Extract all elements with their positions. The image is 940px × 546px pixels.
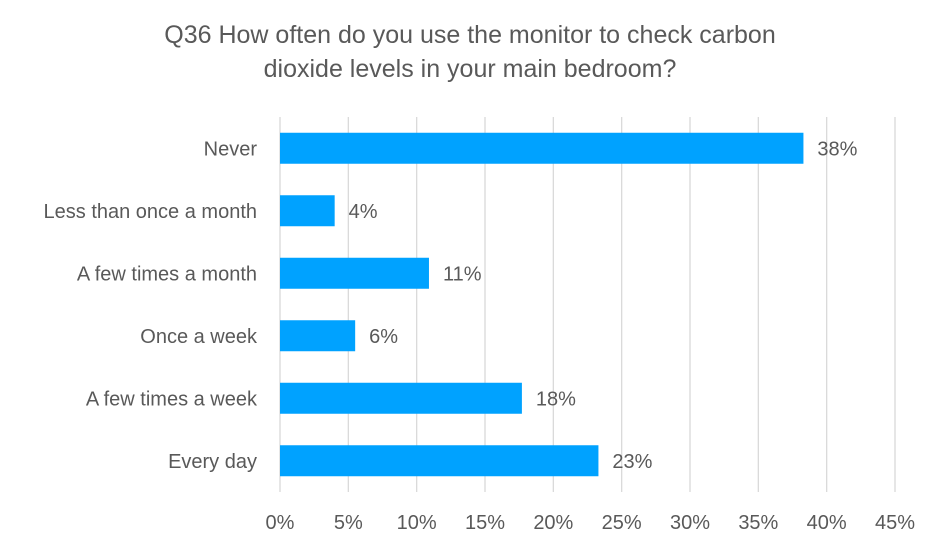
chart-title: Q36 How often do you use the monitor to … — [0, 18, 940, 86]
bar-3 — [280, 320, 356, 352]
bars — [280, 132, 804, 477]
category-label-2: A few times a month — [77, 263, 257, 285]
bar-5 — [280, 445, 599, 477]
data-label-5: 23% — [612, 451, 652, 473]
x-tick-label-15: 15% — [465, 512, 505, 534]
category-label-0: Never — [204, 138, 258, 160]
data-label-0: 38% — [817, 138, 857, 160]
x-tick-label-45: 45% — [875, 512, 915, 534]
bar-2 — [280, 257, 429, 289]
x-tick-label-25: 25% — [602, 512, 642, 534]
data-label-4: 18% — [536, 388, 576, 410]
bar-1 — [280, 195, 335, 227]
category-label-5: Every day — [168, 451, 257, 473]
x-tick-label-0: 0% — [266, 512, 295, 534]
x-tick-label-5: 5% — [334, 512, 363, 534]
gridlines — [279, 117, 896, 492]
bar-0 — [280, 132, 804, 164]
chart-title-line-1: Q36 How often do you use the monitor to … — [164, 21, 776, 49]
category-label-3: Once a week — [140, 326, 258, 348]
category-label-4: A few times a week — [86, 388, 258, 410]
bar-4 — [280, 382, 522, 414]
chart-title-line-2: dioxide levels in your main bedroom? — [263, 55, 677, 83]
labels: 0% 5% 10% 15% 20% 25% 30% 35% 40% 45% Never 38% Less… — [44, 138, 916, 534]
data-label-1: 4% — [349, 201, 378, 223]
x-tick-label-20: 20% — [533, 512, 573, 534]
x-tick-label-40: 40% — [807, 512, 847, 534]
data-label-3: 6% — [369, 326, 398, 348]
category-label-1: Less than once a month — [44, 201, 257, 223]
x-tick-label-30: 30% — [670, 512, 710, 534]
x-tick-label-10: 10% — [397, 512, 437, 534]
data-label-2: 11% — [443, 263, 482, 285]
x-tick-label-35: 35% — [738, 512, 778, 534]
